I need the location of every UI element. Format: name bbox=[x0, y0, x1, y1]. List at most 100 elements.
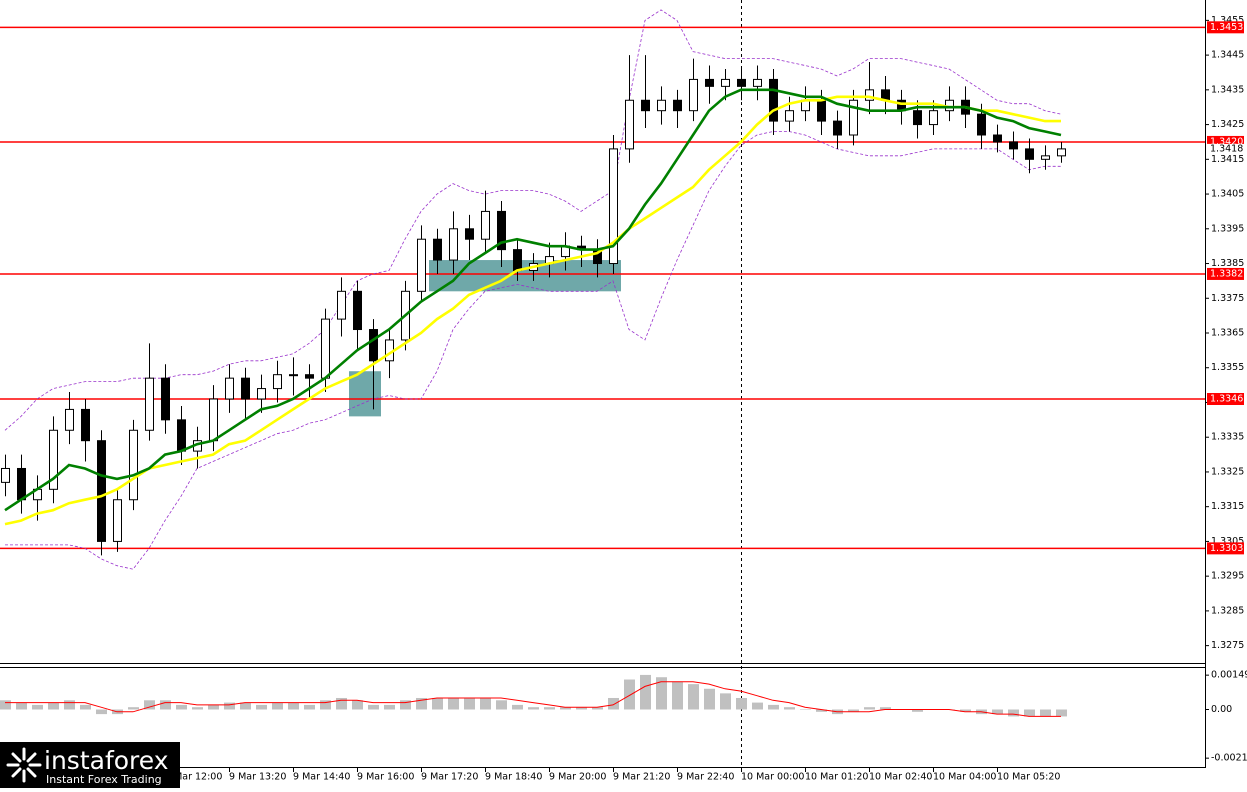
candle-body bbox=[145, 377, 154, 431]
candle-body bbox=[305, 374, 314, 379]
candle-body bbox=[353, 290, 362, 331]
logo-icon bbox=[6, 747, 42, 783]
y-tick-label: 1.3285 bbox=[1211, 605, 1244, 616]
histogram-bar bbox=[512, 704, 523, 710]
candle-body bbox=[49, 429, 58, 490]
logo: instaforex Instant Forex Trading bbox=[0, 742, 180, 788]
moving-average bbox=[4, 95, 1061, 526]
candle-body bbox=[833, 120, 842, 136]
candle-body bbox=[721, 78, 730, 87]
histogram-bar bbox=[208, 704, 219, 710]
level-label: 1.3420 bbox=[1210, 136, 1243, 147]
x-tick-label: 10 Mar 04:00 bbox=[933, 772, 996, 783]
histogram-bar bbox=[416, 697, 427, 710]
y-tick-label: 1.3315 bbox=[1211, 501, 1244, 512]
candle-body bbox=[129, 429, 138, 501]
candle-body bbox=[113, 499, 122, 542]
y-tick-label: 1.3375 bbox=[1211, 293, 1244, 304]
candle-body bbox=[1, 467, 10, 483]
histogram-bar bbox=[880, 707, 891, 710]
histogram-bar bbox=[240, 702, 251, 710]
candle-body bbox=[481, 210, 490, 240]
zone bbox=[349, 371, 381, 417]
x-tick-label: 9 Mar 17:20 bbox=[421, 772, 478, 783]
candle-body bbox=[257, 388, 266, 400]
histogram-bar bbox=[400, 700, 411, 710]
level-label-box bbox=[1207, 267, 1244, 280]
candle-body bbox=[65, 408, 74, 431]
y-tick-label: 1.3455 bbox=[1211, 15, 1244, 26]
band-lower bbox=[5, 131, 1061, 570]
x-tick-label: 9 Mar 22:40 bbox=[677, 772, 734, 783]
histogram-bar bbox=[752, 702, 763, 710]
y-tick-label: 1.3365 bbox=[1211, 328, 1244, 339]
histogram-bar bbox=[704, 688, 715, 710]
histogram-bar bbox=[288, 702, 299, 710]
x-tick-label: 10 Mar 00:00 bbox=[741, 772, 804, 783]
x-tick-label: 9 Mar 18:40 bbox=[485, 772, 542, 783]
candle-body bbox=[321, 318, 330, 379]
histogram-bar bbox=[128, 707, 139, 710]
histogram-bar bbox=[672, 681, 683, 710]
candle-body bbox=[673, 99, 682, 112]
candle-body bbox=[273, 374, 282, 390]
histogram-bar bbox=[0, 700, 11, 710]
candle-body bbox=[929, 110, 938, 126]
histogram-bar bbox=[32, 704, 43, 710]
candle-body bbox=[209, 398, 218, 442]
candle-body bbox=[1009, 141, 1018, 150]
candle-body bbox=[369, 329, 378, 362]
histogram-bar bbox=[768, 704, 779, 710]
signal-line bbox=[5, 681, 1061, 717]
histogram-bar bbox=[816, 709, 827, 712]
histogram-bar bbox=[368, 704, 379, 710]
y-tick-label: 1.3385 bbox=[1211, 258, 1244, 269]
candle-body bbox=[289, 374, 298, 377]
level-label-box bbox=[1207, 21, 1244, 34]
candle-body bbox=[177, 419, 186, 452]
histogram-bar bbox=[1056, 709, 1067, 717]
x-tick-label: 10 Mar 01:20 bbox=[805, 772, 868, 783]
x-tick-label: 9 Mar 12:00 bbox=[165, 772, 222, 783]
histogram-bar bbox=[160, 700, 171, 710]
candle-body bbox=[1041, 155, 1050, 160]
x-tick-label: 9 Mar 16:00 bbox=[357, 772, 414, 783]
candle-body bbox=[993, 134, 1002, 143]
candle-body bbox=[753, 78, 762, 87]
histogram-bar bbox=[608, 697, 619, 710]
histogram-bar bbox=[192, 707, 203, 710]
candle-body bbox=[513, 249, 522, 271]
indicator-tick-label: 0.00 bbox=[1211, 704, 1232, 715]
candle-body bbox=[433, 238, 442, 261]
y-tick-label: 1.3435 bbox=[1211, 84, 1244, 95]
logo-tagline: Instant Forex Trading bbox=[46, 773, 162, 786]
histogram-bar bbox=[688, 684, 699, 710]
histogram-bar bbox=[64, 700, 75, 710]
histogram-bar bbox=[1008, 709, 1019, 717]
histogram-bar bbox=[848, 709, 859, 712]
logo-name: instaforex bbox=[44, 746, 169, 775]
histogram-bar bbox=[544, 707, 555, 710]
candle-body bbox=[497, 210, 506, 251]
histogram-bar bbox=[528, 707, 539, 710]
y-tick-label: 1.3275 bbox=[1211, 640, 1244, 651]
histogram-bar bbox=[592, 707, 603, 710]
histogram-bar bbox=[640, 674, 651, 710]
y-tick-label: 1.3325 bbox=[1211, 466, 1244, 477]
y-tick-label: 1.3305 bbox=[1211, 536, 1244, 547]
histogram-bar bbox=[448, 697, 459, 710]
y-tick-label: 1.3335 bbox=[1211, 432, 1244, 443]
y-tick-label: 1.3415 bbox=[1211, 154, 1244, 165]
histogram-bar bbox=[384, 704, 395, 710]
candle-body bbox=[337, 290, 346, 320]
histogram-bar bbox=[224, 702, 235, 710]
candle-body bbox=[465, 228, 474, 240]
x-tick-label: 10 Mar 05:20 bbox=[997, 772, 1060, 783]
y-tick-label: 1.3445 bbox=[1211, 50, 1244, 61]
level-label: 1.3346 bbox=[1210, 394, 1243, 405]
candle-body bbox=[609, 148, 618, 265]
candle-body bbox=[97, 440, 106, 542]
x-tick-label: 10 Mar 02:40 bbox=[869, 772, 932, 783]
